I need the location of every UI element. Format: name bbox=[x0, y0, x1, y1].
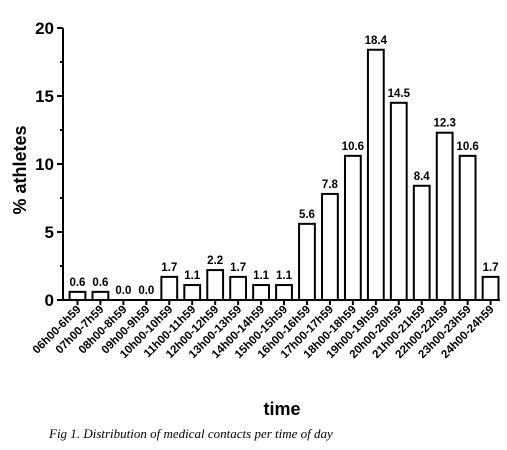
bar bbox=[91, 290, 110, 301]
data-label: 2.2 bbox=[207, 255, 223, 267]
data-label: 1.1 bbox=[184, 270, 201, 282]
data-label: 18.4 bbox=[365, 35, 388, 47]
bars bbox=[68, 48, 500, 302]
data-label: 8.4 bbox=[414, 171, 431, 183]
x-axis-title: time bbox=[263, 399, 300, 419]
y-tick-label: 15 bbox=[35, 87, 54, 106]
y-axis: 0 5 10 15 20 bbox=[35, 19, 64, 310]
data-label: 0.6 bbox=[92, 277, 108, 289]
data-label: 1.1 bbox=[276, 270, 293, 282]
y-tick-label: 20 bbox=[35, 19, 54, 38]
figure-caption-text: Distribution of medical contacts per tim… bbox=[80, 426, 333, 441]
bar bbox=[481, 275, 500, 302]
y-tick-label: 0 bbox=[45, 291, 54, 310]
bar bbox=[389, 101, 408, 301]
bar bbox=[321, 192, 339, 301]
bar bbox=[458, 154, 477, 301]
bar-chart: 0 5 10 15 20 06h00-6h5907h00-7h5908h00-8h590… bbox=[10, 19, 500, 419]
data-label: 0.0 bbox=[138, 285, 154, 297]
data-label: 1.7 bbox=[483, 262, 499, 274]
data-label: 14.5 bbox=[388, 88, 411, 100]
bar bbox=[298, 222, 316, 301]
bar bbox=[229, 275, 248, 302]
data-label: 10.6 bbox=[456, 141, 478, 153]
data-label: 12.3 bbox=[433, 118, 455, 130]
data-label: 5.6 bbox=[299, 209, 315, 221]
figure-caption-prefix: Fig 1. bbox=[49, 426, 81, 441]
bar bbox=[160, 275, 179, 302]
data-label: 10.6 bbox=[342, 141, 364, 153]
data-labels: 0.6 0.6 0.0 0.0 1.7 1.1 2.2 1.7 1.1 1.1 5.6 7.8 10.6… bbox=[69, 35, 498, 297]
y-tick-label: 5 bbox=[45, 223, 54, 242]
bar bbox=[343, 154, 362, 301]
y-axis-title: % athletes bbox=[10, 125, 30, 214]
bar bbox=[366, 48, 385, 302]
bar bbox=[275, 284, 293, 302]
data-label: 0.0 bbox=[115, 285, 131, 297]
data-label: 1.1 bbox=[253, 270, 270, 282]
data-label: 1.7 bbox=[230, 262, 246, 274]
bar bbox=[183, 284, 202, 302]
bar bbox=[412, 184, 431, 301]
y-tick-label: 10 bbox=[35, 155, 54, 174]
x-axis: 06h00-6h5907h00-7h5908h00-8h5909h00-9h59… bbox=[31, 299, 500, 361]
bar bbox=[435, 131, 454, 301]
data-label: 7.8 bbox=[322, 179, 339, 191]
figure-caption: Fig 1. Distribution of medical contacts … bbox=[49, 426, 333, 442]
bar bbox=[68, 290, 87, 301]
bar bbox=[206, 269, 225, 301]
data-label: 0.6 bbox=[69, 277, 85, 289]
data-label: 1.7 bbox=[161, 262, 177, 274]
bar bbox=[252, 284, 270, 302]
